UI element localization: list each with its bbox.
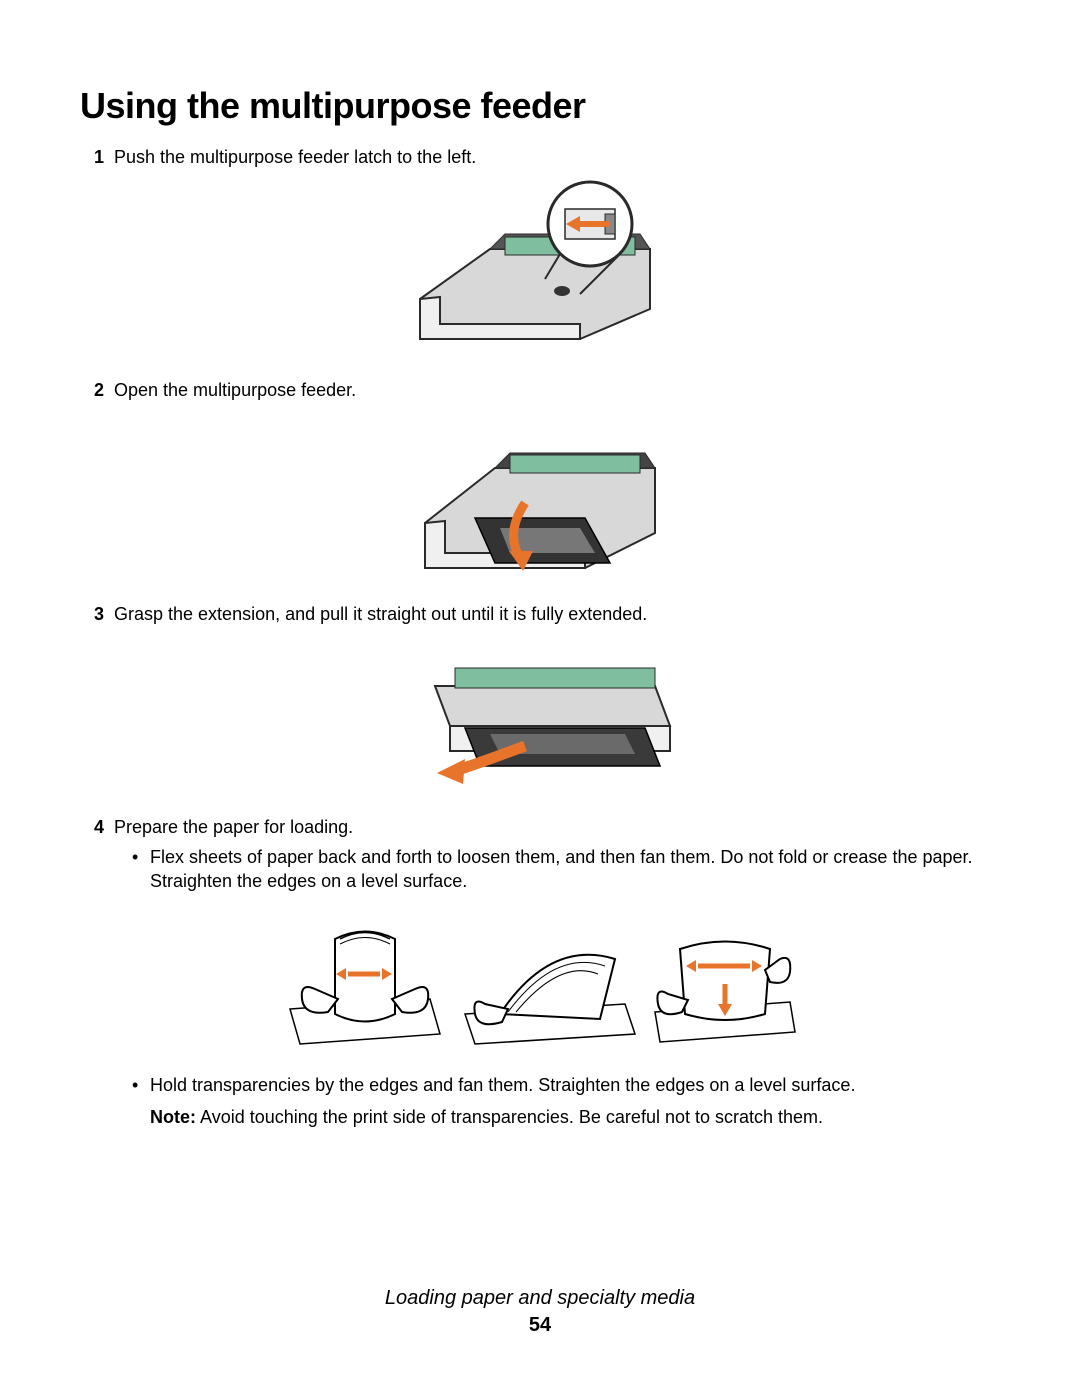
figure-step-2 <box>80 413 1000 588</box>
step-3-text: Grasp the extension, and pull it straigh… <box>114 602 1000 626</box>
step-4: 4 Prepare the paper for loading. <box>80 815 1000 839</box>
bullet-2: • Hold transparencies by the edges and f… <box>132 1073 1000 1097</box>
page-footer: Loading paper and specialty media 54 <box>0 1287 1080 1337</box>
step-4-bullets: • Flex sheets of paper back and forth to… <box>132 845 1000 894</box>
step-4-num: 4 <box>80 815 104 839</box>
note-label: Note: <box>150 1107 196 1127</box>
figure-step-4 <box>80 904 1000 1059</box>
note-text: Avoid touching the print side of transpa… <box>196 1107 823 1127</box>
bullet-1: • Flex sheets of paper back and forth to… <box>132 845 1000 894</box>
step-3: 3 Grasp the extension, and pull it strai… <box>80 602 1000 626</box>
step-1-num: 1 <box>80 145 104 169</box>
footer-section-title: Loading paper and specialty media <box>0 1287 1080 1310</box>
figure-step-1 <box>80 179 1000 364</box>
bullet-1-text: Flex sheets of paper back and forth to l… <box>150 845 1000 894</box>
figure-step-3 <box>80 636 1000 801</box>
step-4-bullets-2: • Hold transparencies by the edges and f… <box>132 1073 1000 1097</box>
bullet-dot-icon: • <box>132 1073 150 1097</box>
footer-page-number: 54 <box>0 1314 1080 1337</box>
step-1: 1 Push the multipurpose feeder latch to … <box>80 145 1000 169</box>
bullet-2-text: Hold transparencies by the edges and fan… <box>150 1073 1000 1097</box>
step-1-text: Push the multipurpose feeder latch to th… <box>114 145 1000 169</box>
step-2: 2 Open the multipurpose feeder. <box>80 378 1000 402</box>
step-3-num: 3 <box>80 602 104 626</box>
step-4-text: Prepare the paper for loading. <box>114 815 1000 839</box>
step-2-text: Open the multipurpose feeder. <box>114 378 1000 402</box>
step-2-num: 2 <box>80 378 104 402</box>
note: Note: Avoid touching the print side of t… <box>150 1105 1000 1129</box>
bullet-dot-icon: • <box>132 845 150 869</box>
page-heading: Using the multipurpose feeder <box>80 85 1000 127</box>
